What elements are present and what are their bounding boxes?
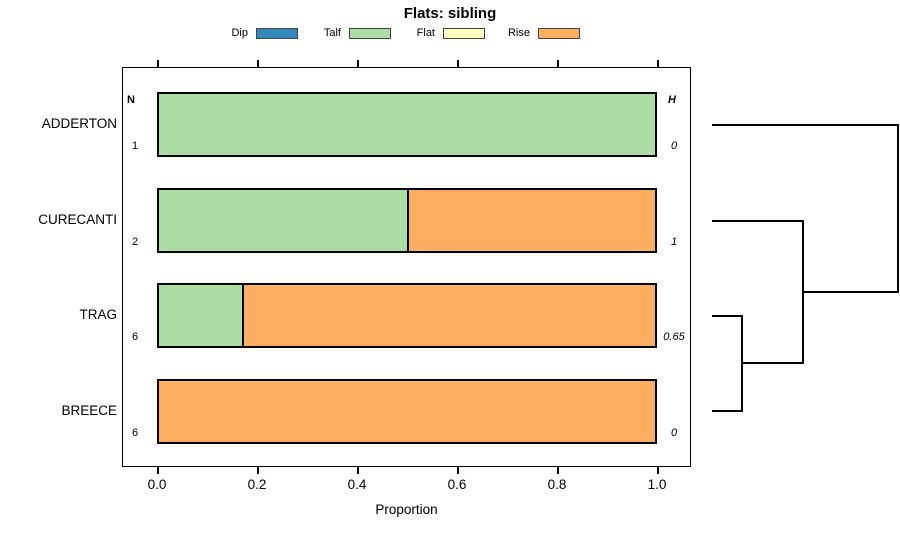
legend-swatch-rise <box>538 27 580 39</box>
axis-tick-top <box>457 60 459 67</box>
bar-segment-rise <box>407 190 655 251</box>
x-tick-label: 0.0 <box>147 477 167 492</box>
axis-tick-bottom <box>557 467 559 474</box>
row-label-breece: BREECE <box>61 403 117 418</box>
axis-tick-bottom <box>457 467 459 474</box>
chart-title: Flats: sibling <box>403 5 497 22</box>
h-value: 1 <box>670 236 678 248</box>
legend-label-rise: Rise <box>507 27 530 39</box>
dendrogram-leaf-trag <box>712 315 743 317</box>
x-tick-label: 0.6 <box>447 477 467 492</box>
n-value: 6 <box>131 427 139 439</box>
legend-label-dip: Dip <box>231 27 248 39</box>
plot-frame <box>122 67 691 467</box>
legend-label-flat: Flat <box>416 27 435 39</box>
legend-swatch-flat <box>443 27 485 39</box>
bar-segment-rise <box>241 285 655 346</box>
row-label-curecanti: CURECANTI <box>38 212 117 227</box>
stacked-bar-curecanti <box>157 188 657 253</box>
stacked-bar-adderton <box>157 92 657 157</box>
dendrogram-root-join <box>897 124 899 293</box>
n-value: 1 <box>131 140 139 152</box>
dendrogram-leaf-breece <box>712 410 743 412</box>
stacked-bar-trag <box>157 283 657 348</box>
dendrogram-stem-trag-breece <box>741 362 804 364</box>
axis-tick-top <box>557 60 559 67</box>
bar-segment-talf <box>159 285 242 346</box>
bar-segment-rise <box>159 381 655 442</box>
axis-tick-top <box>657 60 659 67</box>
legend-item-flat: Flat <box>405 26 485 40</box>
dendrogram-leaf-adderton <box>712 124 899 126</box>
axis-tick-bottom <box>257 467 259 474</box>
axis-tick-bottom <box>157 467 159 474</box>
axis-tick-top <box>157 60 159 67</box>
legend-item-dip: Dip <box>218 26 298 40</box>
legend-swatch-dip <box>256 27 298 39</box>
legend-item-talf: Talf <box>311 26 391 40</box>
dendrogram-leaf-curecanti <box>712 220 804 222</box>
bar-segment-talf <box>159 94 655 155</box>
h-value: 0 <box>670 140 678 152</box>
stacked-bar-breece <box>157 379 657 444</box>
n-value: 2 <box>131 236 139 248</box>
axis-tick-bottom <box>357 467 359 474</box>
x-axis-title: Proportion <box>375 502 438 517</box>
n-column-header: N <box>127 94 135 106</box>
bar-segment-talf <box>159 190 407 251</box>
legend-swatch-talf <box>349 27 391 39</box>
x-tick-label: 0.8 <box>547 477 567 492</box>
x-tick-label: 0.2 <box>247 477 267 492</box>
x-tick-label: 0.4 <box>347 477 367 492</box>
legend-item-rise: Rise <box>500 26 580 40</box>
h-column-header: H <box>668 94 676 106</box>
h-value: 0 <box>670 427 678 439</box>
row-label-adderton: ADDERTON <box>41 116 117 131</box>
h-value: 0.65 <box>663 331 685 343</box>
n-value: 6 <box>131 331 139 343</box>
axis-tick-top <box>357 60 359 67</box>
x-tick-label: 1.0 <box>647 477 667 492</box>
row-label-trag: TRAG <box>79 307 117 322</box>
axis-tick-bottom <box>657 467 659 474</box>
legend-label-talf: Talf <box>323 27 341 39</box>
axis-tick-top <box>257 60 259 67</box>
dendrogram-stem-curecanti-cluster <box>802 291 899 293</box>
